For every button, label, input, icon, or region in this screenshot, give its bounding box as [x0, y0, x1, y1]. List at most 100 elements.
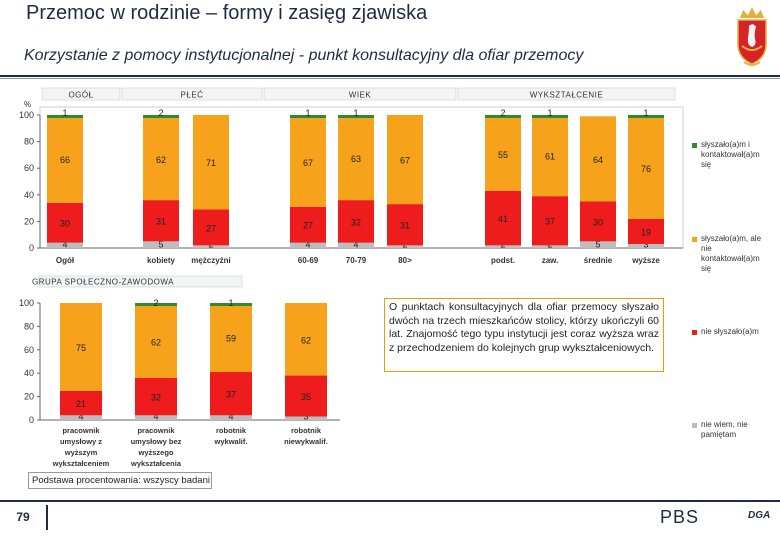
bar-value-label: 30: [60, 219, 70, 229]
bar-segment: [143, 200, 179, 242]
bar-segment: [193, 115, 229, 210]
legend-label: słyszało(a)m i kontaktował(a)m się: [701, 140, 760, 169]
bar-value-label: 32: [151, 393, 161, 403]
y-tick-label: 80: [24, 321, 34, 331]
bar-segment: [628, 117, 664, 219]
bar-value-label: 71: [206, 158, 216, 168]
bar-segment: [143, 241, 179, 248]
bar-segment: [47, 115, 83, 118]
page-title: Przemoc w rodzinie – formy i zasięg zjaw…: [26, 2, 428, 24]
bar-segment: [387, 204, 423, 246]
footer: [0, 500, 780, 540]
bar-value-label: 64: [593, 155, 603, 165]
bar-value-label: 41: [498, 214, 508, 224]
page-number: 79: [0, 505, 48, 530]
bar-segment: [210, 372, 252, 416]
bar-segment: [387, 115, 423, 205]
bar-segment: [532, 115, 568, 118]
group-header-box: [41, 87, 121, 101]
bar-value-label: 63: [351, 154, 361, 164]
legend-swatch: [692, 237, 697, 242]
legend-label: nie wiem, nie pamiętam: [701, 420, 748, 439]
chart-title: GRUPA SPOŁECZNO-ZAWODOWA: [32, 278, 174, 287]
legend-swatch: [692, 143, 697, 148]
bar-segment: [60, 303, 102, 391]
y-tick-label: 100: [19, 110, 34, 120]
legend-label: nie słyszało(a)m: [701, 327, 759, 336]
x-tick-label-line: pracownik: [137, 426, 175, 435]
bar-value-label: 1: [353, 108, 358, 118]
x-tick-label-line: robotnik: [216, 426, 247, 435]
bar-value-label: 31: [156, 217, 166, 227]
bar-value-label: 61: [545, 152, 555, 162]
x-tick-label: podst.: [491, 256, 515, 265]
bar-value-label: 67: [303, 158, 313, 168]
bar-segment: [285, 375, 327, 417]
y-tick-label: 20: [24, 216, 34, 226]
bar-value-label: 59: [226, 334, 236, 344]
x-tick-label: mężczyźni: [191, 256, 231, 265]
y-tick-label: 40: [24, 368, 34, 378]
bar-segment: [210, 303, 252, 373]
bar-segment: [485, 117, 521, 191]
bar-value-label: 62: [301, 335, 311, 345]
group-header: WIEK: [349, 91, 372, 100]
x-tick-label: średnie: [584, 256, 613, 265]
bar-value-label: 3: [643, 240, 648, 250]
group-header-box: [457, 87, 676, 101]
y-tick-label: 100: [19, 298, 34, 308]
bar-segment: [285, 416, 327, 420]
x-tick-label: robotnik niewykwalif.: [284, 426, 328, 446]
bar-value-label: 27: [206, 223, 216, 233]
y-tick-label: 60: [24, 345, 34, 355]
bar-segment: [290, 117, 326, 207]
bar-segment: [143, 115, 179, 118]
bar-value-label: 4: [153, 412, 158, 422]
bar-value-label: 62: [156, 155, 166, 165]
x-tick-label: 80>: [398, 256, 412, 265]
y-tick-label: 80: [24, 137, 34, 147]
y-tick-label: 0: [29, 415, 34, 425]
bar-value-label: 1: [62, 108, 67, 118]
warsaw-crest-icon: [737, 7, 767, 66]
y-axis-unit: %: [24, 100, 31, 109]
bar-segment: [338, 115, 374, 118]
x-tick-label: 70-79: [346, 256, 367, 265]
bar-segment: [135, 305, 177, 378]
bar-segment: [532, 245, 568, 248]
bar-value-label: 4: [228, 412, 233, 422]
bar-segment: [628, 244, 664, 248]
page-subtitle: Korzystanie z pomocy instytucjonalnej - …: [24, 47, 584, 64]
x-tick-label: zaw.: [542, 256, 559, 265]
bar-segment: [628, 218, 664, 245]
legend-label: słyszało(a)m, ale nie kontaktował(a)m si…: [701, 234, 762, 273]
bar-segment: [135, 303, 177, 306]
bar-value-label: 2: [500, 108, 505, 118]
bar-value-label: 1: [643, 108, 648, 118]
bar-segment: [47, 115, 83, 203]
group-header: PŁEĆ: [181, 91, 204, 100]
bar-value-label: 4: [78, 412, 83, 422]
bar-segment: [193, 209, 229, 246]
bar-value-label: 75: [76, 343, 86, 353]
chart-social-group: GRUPA SPOŁECZNO-ZAWODOWA0204060801004217…: [19, 275, 340, 468]
x-tick-label-line: wyższym: [64, 448, 98, 457]
bar-value-label: 62: [151, 338, 161, 348]
bar-segment: [135, 377, 177, 416]
legend-swatch: [692, 330, 697, 335]
bar-value-label: 30: [593, 217, 603, 227]
bar-value-label: 19: [641, 227, 651, 237]
bar-value-label: 1: [547, 108, 552, 118]
bar-segment: [485, 245, 521, 248]
bar-value-label: 1: [228, 298, 233, 308]
bar-value-label: 37: [545, 217, 555, 227]
y-tick-label: 20: [24, 392, 34, 402]
y-tick-label: 0: [29, 243, 34, 253]
bar-segment: [210, 415, 252, 420]
bar-segment: [290, 206, 326, 243]
group-header-box: [121, 87, 263, 101]
bar-value-label: 55: [498, 150, 508, 160]
x-tick-label-line: wykwalif.: [214, 437, 248, 446]
x-tick-label: wyższe: [631, 256, 660, 265]
bar-value-label: 4: [353, 240, 358, 250]
